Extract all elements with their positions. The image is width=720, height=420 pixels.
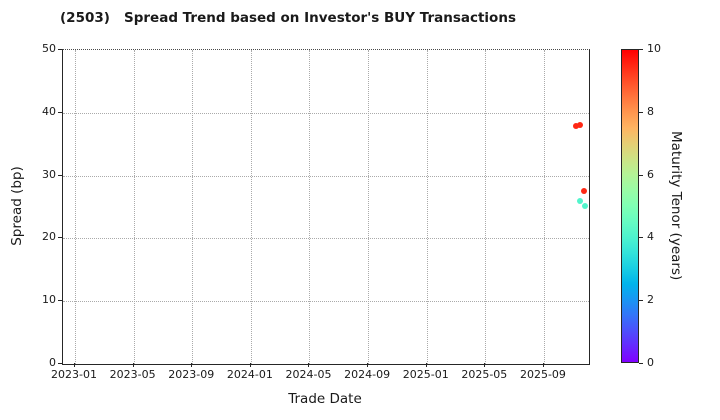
x-tick [249,363,251,367]
x-tick-label: 2023-09 [168,368,215,381]
colorbar-tick [639,49,643,50]
y-tick-label: 20 [42,230,56,244]
colorbar-tick-label: 8 [647,104,654,118]
y-gridline [63,301,589,303]
y-tick-label: 50 [42,42,56,55]
x-tick [367,363,369,367]
x-gridline [485,50,487,364]
y-gridline [63,112,589,114]
x-gridline [192,50,194,364]
x-gridline [75,50,76,364]
x-tick-label: 2023-05 [109,368,156,381]
x-tick-label: 2024-05 [285,368,332,381]
chart-title: (2503) Spread Trend based on Investor's … [60,10,516,26]
y-tick [58,174,62,176]
y-gridline [63,175,589,177]
y-tick-label: 40 [42,104,56,118]
x-tick [425,363,427,367]
x-tick [74,363,75,367]
y-tick [58,49,62,50]
colorbar-tick [639,111,643,113]
y-tick [58,237,62,239]
colorbar-tick [639,237,643,239]
x-tick [191,363,193,367]
colorbar-tick-label: 10 [647,42,661,55]
y-tick-label: 0 [49,356,56,369]
colorbar-tick-label: 6 [647,167,654,181]
x-gridline [309,50,311,364]
data-point [581,203,588,210]
x-tick-label: 2024-09 [344,368,391,381]
x-tick [484,363,486,367]
x-gridline [426,50,428,364]
x-tick-label: 2025-09 [519,368,566,381]
y-gridline [63,238,589,240]
x-gridline [543,50,545,364]
x-axis-label: Trade Date [288,391,362,407]
colorbar-label: Maturity Tenor (years) [668,131,684,281]
y-tick [58,111,62,113]
colorbar-tick-label: 4 [647,230,654,244]
plot-area [62,49,590,365]
x-tick [542,363,544,367]
colorbar-tick-label: 2 [647,293,654,307]
x-tick [308,363,310,367]
x-tick-label: 2025-01 [402,368,449,381]
x-gridline [250,50,252,364]
colorbar [621,49,639,363]
data-point [580,187,587,194]
y-tick-label: 30 [42,167,56,181]
x-tick [132,363,134,367]
y-tick [58,300,62,302]
data-point [577,197,583,204]
x-tick-label: 2024-01 [226,368,273,381]
colorbar-tick [639,174,643,176]
x-tick-label: 2023-01 [51,368,97,381]
y-tick-label: 10 [42,293,56,307]
x-gridline [368,50,370,364]
data-point [577,121,584,128]
x-tick-label: 2025-05 [461,368,508,381]
data-point [573,122,580,129]
colorbar-tick-label: 0 [647,356,654,369]
colorbar-tick [639,300,643,302]
colorbar-gradient [622,50,638,362]
x-gridline [133,50,135,364]
y-tick [58,363,62,364]
colorbar-tick [639,363,643,364]
